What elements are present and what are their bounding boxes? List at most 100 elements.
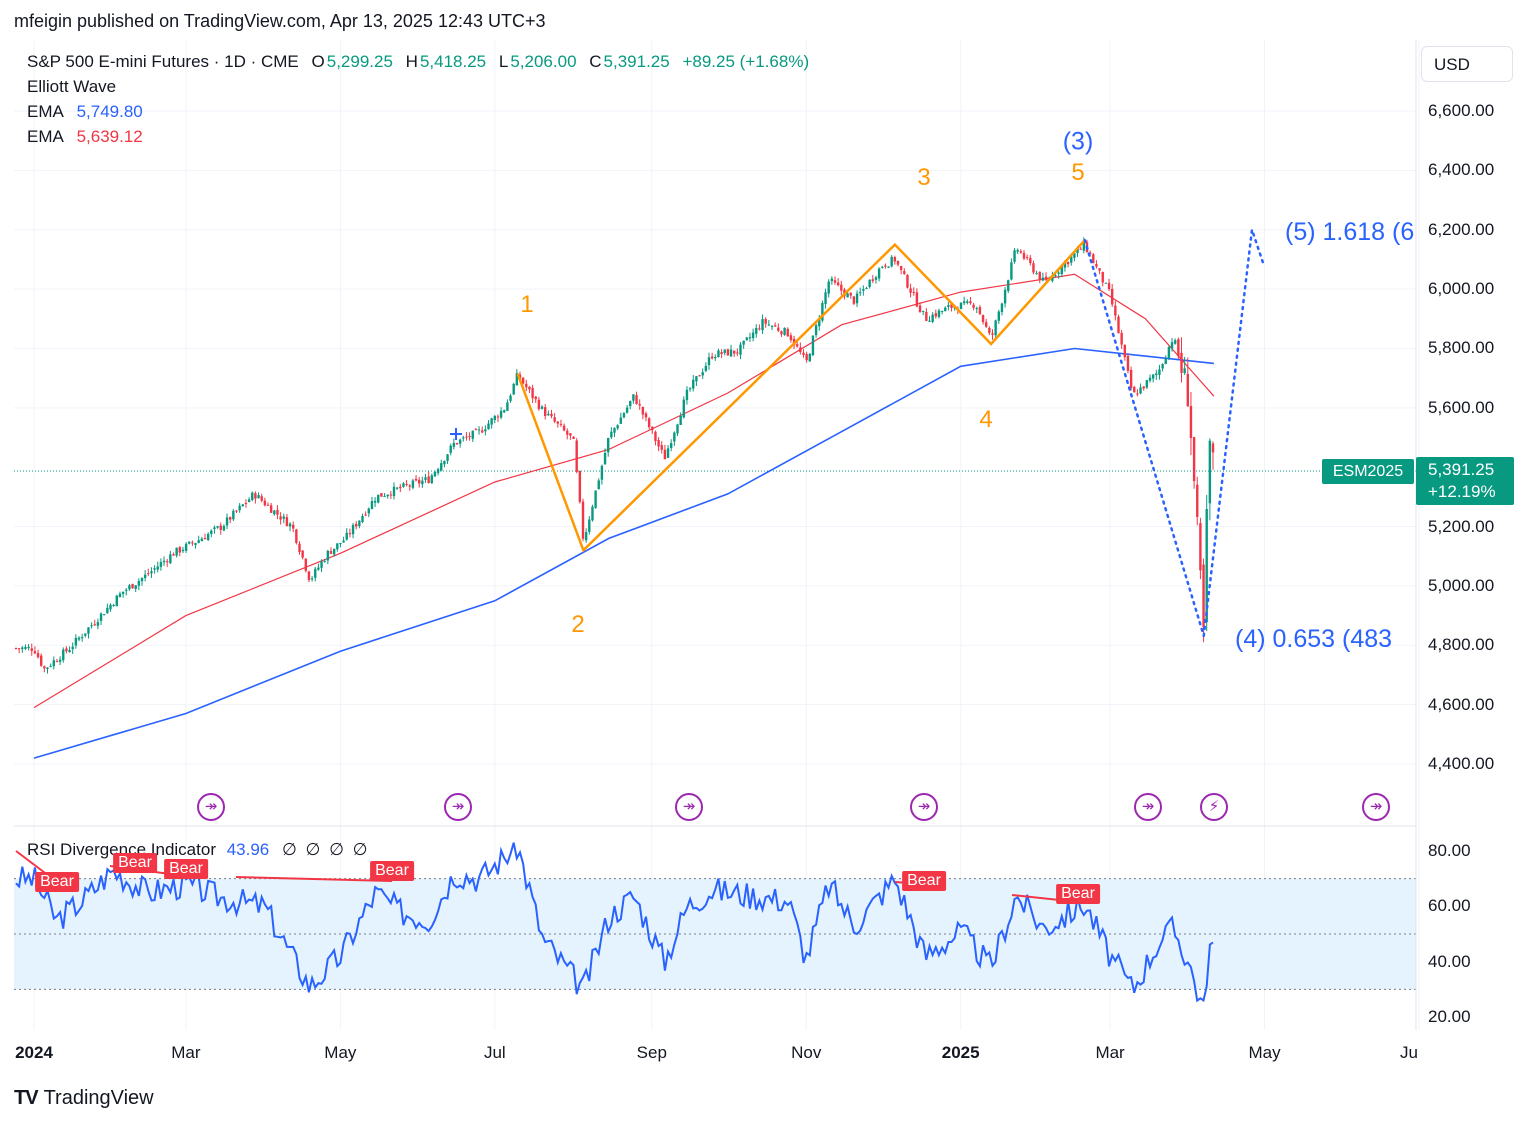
candle-body bbox=[1114, 305, 1117, 316]
candle-body bbox=[770, 326, 774, 328]
indicator-ema-long[interactable]: EMA 5,749.80 bbox=[27, 102, 145, 122]
candle-body bbox=[566, 430, 569, 435]
candle-body bbox=[99, 613, 103, 621]
candle-body bbox=[65, 648, 68, 652]
earnings-event-icon[interactable]: ↠ bbox=[1362, 793, 1390, 821]
candle-body bbox=[553, 417, 556, 422]
candle-body bbox=[540, 406, 544, 409]
wave-label-2: 2 bbox=[571, 611, 585, 638]
candle-body bbox=[1000, 303, 1004, 313]
symbol-legend[interactable]: S&P 500 E-mini Futures · 1D · CME O 5,299… bbox=[27, 52, 811, 72]
candle-body bbox=[748, 337, 752, 339]
candle-body bbox=[402, 483, 405, 487]
fib-target-4: (4) 0.653 (483 bbox=[1235, 625, 1393, 653]
earnings-event-icon[interactable]: ↠ bbox=[910, 793, 938, 821]
candle-body bbox=[389, 494, 393, 496]
candle-body bbox=[329, 550, 333, 554]
tradingview-footer[interactable]: TV TradingView bbox=[14, 1087, 154, 1110]
candle-body bbox=[1177, 339, 1180, 357]
candle-body bbox=[288, 523, 292, 527]
candle-body bbox=[150, 571, 153, 574]
candle-body bbox=[1205, 509, 1208, 623]
rsi-legend[interactable]: RSI Divergence Indicator 43.96 ∅ ∅ ∅ ∅ bbox=[27, 840, 369, 860]
candle-body bbox=[1145, 380, 1149, 388]
candle-body bbox=[679, 415, 682, 425]
candle-body bbox=[273, 510, 276, 515]
candle-body bbox=[515, 373, 519, 386]
candle-body bbox=[106, 607, 109, 614]
candle-body bbox=[169, 554, 172, 564]
candle-body bbox=[203, 538, 207, 540]
bear-divergence-label: Bear bbox=[370, 861, 414, 881]
candle-body bbox=[978, 307, 982, 315]
candle-body bbox=[465, 436, 468, 438]
candle-body bbox=[77, 637, 81, 640]
candle-body bbox=[1111, 288, 1114, 305]
candle-body bbox=[80, 637, 84, 639]
candle-body bbox=[74, 637, 78, 646]
candle-body bbox=[591, 506, 594, 521]
candle-body bbox=[1202, 564, 1205, 628]
earnings-event-icon[interactable]: ↠ bbox=[675, 793, 703, 821]
candle-body bbox=[836, 282, 840, 286]
earnings-event-icon[interactable]: ↠ bbox=[444, 793, 472, 821]
candle-body bbox=[544, 407, 547, 417]
ema-short-value: 5,639.12 bbox=[76, 127, 143, 146]
candle-body bbox=[824, 292, 827, 305]
candle-body bbox=[222, 525, 226, 531]
candle-body bbox=[692, 379, 695, 389]
candle-body bbox=[1013, 250, 1016, 262]
low-value: 5,206.00 bbox=[510, 52, 577, 71]
candle-body bbox=[153, 568, 156, 570]
current-price: 5,391.25 bbox=[1428, 460, 1495, 479]
candle-body bbox=[166, 561, 169, 563]
current-change: +12.19% bbox=[1428, 482, 1496, 501]
candle-body bbox=[109, 604, 112, 610]
price-tick-label: 4,600.00 bbox=[1428, 694, 1495, 714]
candle-body bbox=[698, 375, 701, 377]
candle-body bbox=[323, 561, 326, 563]
candle-body bbox=[997, 311, 1000, 321]
candle-body bbox=[644, 413, 648, 418]
candle-body bbox=[783, 327, 786, 336]
dividend-event-icon[interactable]: ⚡ bbox=[1200, 793, 1228, 821]
candle-body bbox=[24, 646, 27, 649]
earnings-event-icon[interactable]: ↠ bbox=[1134, 793, 1162, 821]
earnings-event-icon[interactable]: ↠ bbox=[197, 793, 225, 821]
candle-body bbox=[162, 560, 166, 563]
candle-body bbox=[556, 421, 559, 424]
candle-body bbox=[670, 443, 673, 449]
candle-body bbox=[336, 543, 339, 550]
candle-body bbox=[720, 352, 723, 355]
indicator-elliott-wave[interactable]: Elliott Wave bbox=[27, 77, 117, 96]
ema-long-line bbox=[33, 347, 1214, 759]
candle-body bbox=[918, 305, 922, 313]
candle-body bbox=[471, 430, 474, 439]
footer-brand: TradingView bbox=[43, 1087, 154, 1109]
candle-body bbox=[194, 543, 197, 545]
candle-body bbox=[433, 471, 437, 477]
bear-divergence-line bbox=[235, 876, 393, 882]
currency-button[interactable]: USD bbox=[1421, 46, 1513, 82]
candle-body bbox=[729, 349, 733, 357]
candle-body bbox=[484, 429, 487, 432]
candle-body bbox=[481, 430, 484, 433]
candle-body bbox=[188, 541, 191, 544]
indicator-ema-short[interactable]: EMA 5,639.12 bbox=[27, 127, 145, 147]
candle-body bbox=[950, 303, 953, 308]
candle-body bbox=[1025, 257, 1029, 259]
rsi-tick-label: 20.00 bbox=[1428, 1007, 1471, 1026]
symbol-name: S&P 500 E-mini Futures · 1D · CME bbox=[27, 52, 299, 71]
candle-body bbox=[833, 280, 837, 283]
price-tick-label: 5,000.00 bbox=[1428, 575, 1495, 595]
candle-body bbox=[355, 523, 358, 527]
price-tick-label: 5,600.00 bbox=[1428, 397, 1495, 417]
publisher-header: mfeigin published on TradingView.com, Ap… bbox=[14, 11, 546, 31]
close-label: C bbox=[589, 52, 602, 71]
time-tick-label: Nov bbox=[791, 1043, 822, 1062]
candle-body bbox=[184, 543, 188, 551]
candle-body bbox=[1148, 377, 1152, 381]
candle-body bbox=[1174, 340, 1177, 344]
candle-body bbox=[452, 442, 456, 447]
